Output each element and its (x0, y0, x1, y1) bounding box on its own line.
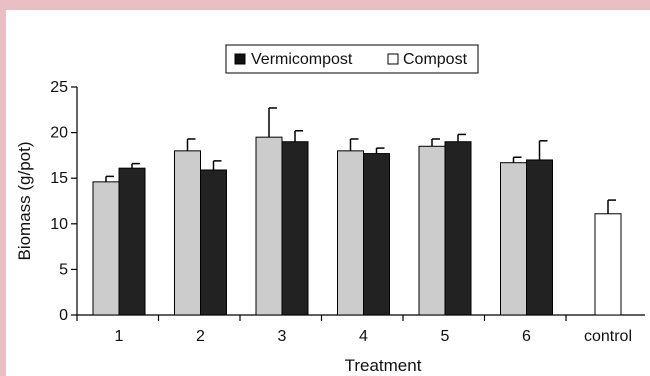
y-tick-label: 15 (50, 170, 68, 187)
y-tick-label: 25 (50, 79, 68, 96)
bar-compost (500, 162, 527, 316)
bar-compost (255, 136, 283, 316)
bar-vermicompost (281, 141, 309, 316)
legend-swatch-vermicompost (234, 53, 246, 65)
bar-compost (418, 145, 446, 316)
y-tick-label: 0 (59, 307, 68, 324)
bar-compost (92, 181, 120, 316)
bar-vermicompost (444, 141, 472, 316)
bar-vermicompost (526, 159, 553, 316)
legend-swatch-compost (387, 53, 399, 65)
bar-compost (337, 150, 364, 316)
bar-compost (174, 150, 201, 316)
bar-vermicompost (118, 167, 146, 316)
y-tick-label: 20 (50, 125, 68, 142)
x-tick-label: 1 (115, 328, 124, 345)
y-tick-label: 5 (59, 261, 68, 278)
bar-control (594, 213, 622, 316)
legend-box (225, 44, 479, 74)
legend-label-vermicompost: Vermicompost (251, 51, 353, 68)
legend-label-compost: Compost (403, 51, 468, 68)
bar-vermicompost (200, 169, 227, 316)
y-axis-title: Biomass (g/pot) (15, 141, 34, 260)
x-tick-label: control (584, 328, 632, 345)
x-tick-label: 2 (196, 328, 205, 345)
y-tick-label: 10 (50, 216, 68, 233)
legend: Vermicompost Compost (225, 44, 479, 74)
plot-area: 0 5 10 15 20 25 1 2 3 4 5 6 control (50, 79, 645, 345)
bar-vermicompost (363, 153, 390, 316)
x-axis-title: Treatment (345, 356, 422, 375)
x-tick-label: 6 (522, 328, 531, 345)
x-tick-label: 4 (359, 328, 368, 345)
x-tick-label: 3 (278, 328, 287, 345)
x-tick-label: 5 (441, 328, 450, 345)
